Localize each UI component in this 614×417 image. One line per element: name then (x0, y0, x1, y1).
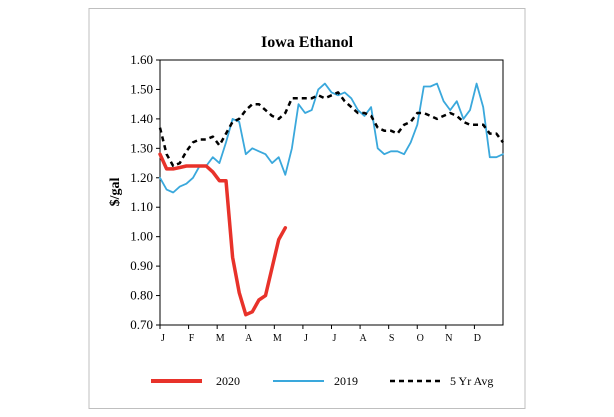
series-lines (158, 82, 504, 317)
legend: 2020 2019 5 Yr Avg (151, 374, 493, 388)
legend-item-2019: 2019 (273, 374, 358, 388)
x-tick-label: F (189, 333, 195, 344)
y-tick-label: 1.10 (130, 199, 153, 214)
legend-label-5yr-avg: 5 Yr Avg (450, 374, 493, 388)
legend-label-2020: 2020 (216, 374, 240, 388)
y-tick-label: 1.40 (130, 111, 153, 126)
x-tick-label: D (474, 333, 481, 344)
y-tick-label: 0.80 (130, 288, 153, 303)
series-line-5-yr-avg (158, 91, 504, 168)
x-tick-label: N (445, 333, 452, 344)
x-tick-label: O (417, 333, 424, 344)
x-tick-label: A (359, 333, 367, 344)
series-line-2020 (158, 152, 288, 317)
y-axis-ticks: 0.70 0.80 0.90 1.00 1.10 1.20 1.30 1.40 1.50 1.60 (130, 52, 160, 332)
x-tick-label: M (216, 333, 225, 344)
x-tick-label: M (273, 333, 282, 344)
y-tick-label: 1.00 (130, 229, 153, 244)
y-tick-label: 0.90 (130, 258, 153, 273)
legend-label-2019: 2019 (334, 374, 358, 388)
chart-title: Iowa Ethanol (261, 34, 354, 51)
y-tick-label: 1.20 (130, 170, 153, 185)
x-tick-label: S (389, 333, 395, 344)
y-tick-label: 1.50 (130, 81, 153, 96)
legend-item-5yr-avg: 5 Yr Avg (390, 374, 493, 388)
legend-item-2020: 2020 (151, 374, 240, 388)
chart-border (88, 8, 526, 409)
x-tick-label: J (161, 333, 165, 344)
plot-area (159, 59, 504, 326)
x-tick-label: J (304, 333, 308, 344)
y-tick-label: 1.60 (130, 52, 153, 67)
y-axis-label: $/gal (108, 178, 123, 207)
y-tick-label: 0.70 (130, 317, 153, 332)
x-tick-label: A (245, 333, 253, 344)
series-line-2019 (159, 82, 504, 194)
x-tick-label: J (333, 333, 337, 344)
y-tick-label: 1.30 (130, 140, 153, 155)
